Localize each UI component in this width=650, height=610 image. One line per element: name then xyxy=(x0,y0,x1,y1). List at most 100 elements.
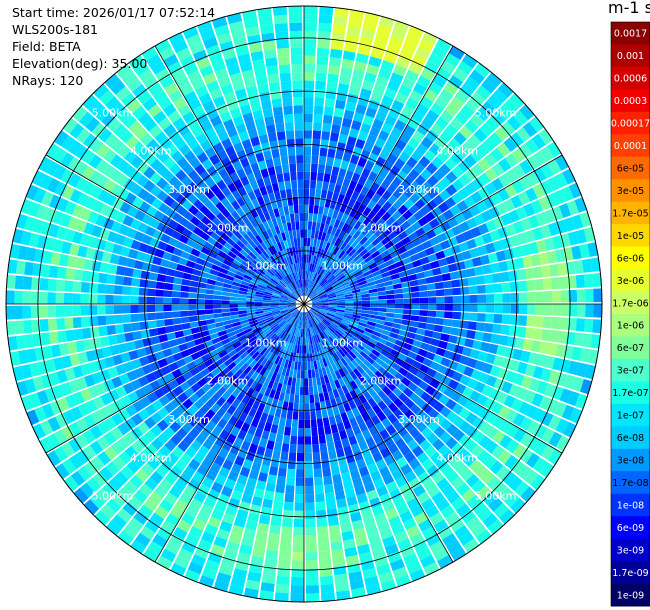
range-gate xyxy=(207,489,220,501)
range-gate xyxy=(85,399,98,413)
range-gate xyxy=(419,205,431,216)
range-gate xyxy=(548,448,563,465)
range-gate xyxy=(306,345,310,354)
range-gate xyxy=(420,136,434,149)
range-gate xyxy=(385,258,395,267)
range-gate xyxy=(363,330,373,338)
range-gate xyxy=(89,316,99,327)
range-gate xyxy=(245,26,260,37)
range-gate xyxy=(417,322,427,330)
range-gate xyxy=(75,219,88,233)
range-gate xyxy=(264,314,274,319)
range-gate xyxy=(40,332,51,346)
range-gate xyxy=(488,132,503,147)
range-gate xyxy=(345,342,354,351)
range-gate xyxy=(593,288,602,303)
range-gate xyxy=(463,453,477,467)
range-gate xyxy=(309,263,313,272)
range-gate xyxy=(371,163,382,175)
range-gate xyxy=(311,272,316,281)
range-gate xyxy=(365,368,375,378)
range-gate xyxy=(421,414,434,427)
range-gate xyxy=(291,293,298,299)
range-gate xyxy=(257,7,272,18)
range-gate xyxy=(182,131,195,144)
range-gate xyxy=(215,201,226,212)
range-gate xyxy=(164,282,174,291)
range-gate xyxy=(200,29,216,42)
range-gate xyxy=(346,495,358,507)
range-gate xyxy=(246,306,255,311)
range-gate xyxy=(371,145,382,156)
range-gate xyxy=(231,285,240,291)
range-gate xyxy=(290,293,298,300)
range-gate xyxy=(415,421,427,433)
range-gate xyxy=(64,475,79,492)
range-gate xyxy=(253,188,262,199)
range-gate xyxy=(298,353,302,362)
range-ring-label: 4.00km xyxy=(130,145,172,158)
range-gate xyxy=(194,164,206,176)
range-gate xyxy=(270,372,278,382)
range-gate xyxy=(243,165,253,176)
range-gate xyxy=(45,160,60,177)
range-gate xyxy=(115,234,126,246)
range-gate xyxy=(470,148,484,163)
range-gate xyxy=(576,362,588,378)
range-gate xyxy=(319,295,328,299)
range-gate xyxy=(329,278,338,285)
range-gate xyxy=(440,418,452,431)
range-gate xyxy=(282,164,290,174)
range-gate xyxy=(310,292,317,299)
range-gate xyxy=(190,439,202,452)
range-gate xyxy=(266,414,274,424)
range-gate xyxy=(412,130,425,143)
range-gate xyxy=(220,197,231,208)
range-gate xyxy=(350,443,361,454)
range-gate xyxy=(287,325,293,334)
range-gate xyxy=(386,134,399,146)
range-gate xyxy=(318,292,327,298)
range-gate xyxy=(59,213,72,228)
range-gate xyxy=(531,133,546,150)
range-gate xyxy=(304,428,311,437)
range-gate xyxy=(131,440,145,454)
range-gate xyxy=(310,419,317,428)
range-gate xyxy=(485,440,499,454)
range-gate xyxy=(26,409,40,426)
range-gate xyxy=(387,551,402,564)
range-gate xyxy=(352,425,362,436)
range-gate xyxy=(257,522,269,533)
range-gate xyxy=(367,397,377,408)
range-gate xyxy=(290,171,297,181)
range-gate xyxy=(143,498,158,512)
range-gate xyxy=(358,466,370,477)
range-gate xyxy=(409,90,423,103)
range-gate xyxy=(308,319,312,328)
range-gate xyxy=(209,52,224,65)
range-gate xyxy=(458,173,471,187)
range-gate xyxy=(345,306,354,309)
range-gate xyxy=(385,508,399,520)
range-gate xyxy=(583,273,594,288)
range-gate xyxy=(524,229,536,243)
range-gate xyxy=(422,357,433,368)
range-gate xyxy=(402,342,413,351)
range-gate xyxy=(291,55,303,65)
range-gate xyxy=(535,304,545,316)
range-gate xyxy=(320,575,334,585)
range-gate xyxy=(492,415,505,429)
range-gate xyxy=(236,168,246,179)
range-gate xyxy=(64,228,76,242)
range-gate xyxy=(241,139,252,150)
range-gate xyxy=(228,532,242,544)
range-gate xyxy=(304,179,310,189)
range-gate xyxy=(324,251,330,260)
range-gate xyxy=(156,190,169,202)
range-gate xyxy=(195,388,206,399)
range-gate xyxy=(140,329,151,339)
range-gate xyxy=(287,334,293,343)
range-gate xyxy=(254,257,263,266)
range-gate xyxy=(236,196,246,207)
range-gate xyxy=(136,347,147,358)
